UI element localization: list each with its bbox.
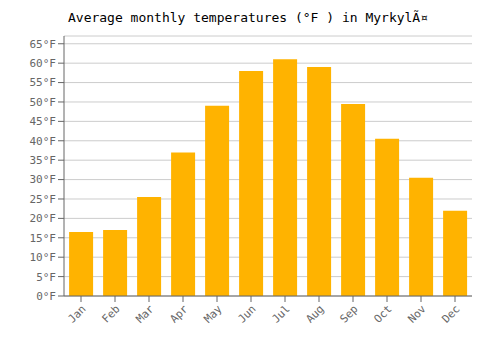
svg-text:Feb: Feb xyxy=(99,302,122,325)
svg-text:Jan: Jan xyxy=(65,302,88,325)
svg-text:Aug: Aug xyxy=(303,302,326,325)
svg-text:Jun: Jun xyxy=(235,302,258,325)
svg-text:Sep: Sep xyxy=(337,302,360,325)
svg-text:65°F: 65°F xyxy=(30,38,57,51)
svg-text:20°F: 20°F xyxy=(30,212,57,225)
svg-text:25°F: 25°F xyxy=(30,193,57,206)
svg-text:40°F: 40°F xyxy=(30,135,57,148)
svg-text:Nov: Nov xyxy=(405,302,429,326)
svg-text:60°F: 60°F xyxy=(30,57,57,70)
svg-text:10°F: 10°F xyxy=(30,251,57,264)
svg-text:5°F: 5°F xyxy=(36,271,56,284)
svg-text:55°F: 55°F xyxy=(30,76,57,89)
svg-text:50°F: 50°F xyxy=(30,96,57,109)
svg-text:Dec: Dec xyxy=(439,302,462,325)
svg-text:0°F: 0°F xyxy=(36,290,56,303)
svg-text:15°F: 15°F xyxy=(30,232,57,245)
svg-text:30°F: 30°F xyxy=(30,173,57,186)
svg-text:35°F: 35°F xyxy=(30,154,57,167)
svg-text:Apr: Apr xyxy=(167,302,191,326)
svg-text:May: May xyxy=(201,302,225,326)
svg-text:Mar: Mar xyxy=(133,302,157,326)
html-text:Average monthly temperatures (: Average monthly temperatures (°F ) in My… xyxy=(68,10,428,25)
svg-text:Oct: Oct xyxy=(371,302,394,325)
svg-text:Jul: Jul xyxy=(269,302,292,325)
svg-text:45°F: 45°F xyxy=(30,115,57,128)
